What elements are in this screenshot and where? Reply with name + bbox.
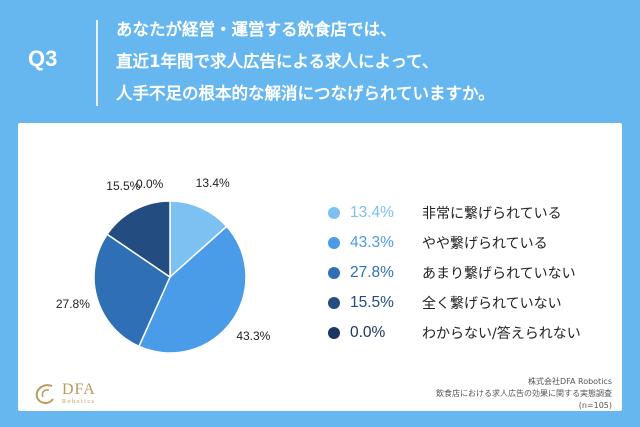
logo-subtext: Robotics	[62, 399, 96, 405]
source-sample-size: (n=105)	[578, 401, 612, 410]
legend-swatch	[328, 327, 340, 339]
legend-value: 13.4%	[350, 204, 394, 221]
legend-value: 43.3%	[350, 234, 394, 251]
pie-slice	[137, 225, 247, 354]
legend-swatch	[328, 237, 340, 249]
pie-slice	[106, 200, 171, 279]
pie-slice-label: 27.8%	[55, 296, 90, 311]
legend-item: 15.5% 全く繋げられていない	[328, 288, 581, 318]
legend-item: 13.4% 非常に繋げられている	[328, 198, 581, 228]
legend-value: 27.8%	[350, 264, 394, 281]
legend-swatch	[328, 297, 340, 309]
source-company: 株式会社DFA Robotics	[527, 377, 612, 386]
legend-label: 非常に繋げられている	[422, 206, 562, 222]
legend-label: やや繋げられている	[422, 236, 548, 252]
header-divider	[96, 20, 98, 106]
company-logo: DFA Robotics	[32, 381, 96, 407]
legend-item: 0.0% わからない/答えられない	[328, 318, 581, 348]
legend-label: あまり繋げられていない	[422, 266, 576, 282]
legend-swatch	[328, 207, 340, 219]
source-survey: 飲食店における求人広告の効果に関する実態調査	[436, 389, 612, 398]
legend-value: 0.0%	[350, 324, 386, 341]
question-text: あなたが経営・運営する飲食店では、 直近1年間で求人広告による求人によって、 人…	[116, 14, 626, 110]
legend-swatch	[328, 267, 340, 279]
question-line-1: あなたが経営・運営する飲食店では、	[116, 20, 397, 39]
pie-slice-label: 43.3%	[236, 329, 271, 344]
question-line-3: 人手不足の根本的な解消につなげられていますか。	[116, 84, 495, 103]
logo-swirl-icon	[35, 384, 54, 404]
legend-label: わからない/答えられない	[422, 326, 581, 342]
source-note: 株式会社DFA Robotics 飲食店における求人広告の効果に関する実態調査 …	[436, 376, 612, 412]
legend-value: 15.5%	[350, 294, 394, 311]
logo-text: DFA	[62, 381, 96, 398]
legend-item: 27.8% あまり繋げられていない	[328, 258, 581, 288]
question-line-2: 直近1年間で求人広告による求人によって、	[116, 52, 439, 71]
pie-slice	[93, 233, 171, 348]
pie-slice-label: 0.0%	[136, 177, 164, 191]
pie-slice	[169, 200, 228, 279]
pie-chart	[93, 200, 247, 354]
legend-item: 43.3% やや繋げられている	[328, 228, 581, 258]
pie-slice-label: 15.5%	[106, 178, 141, 193]
pie-slice-label: 13.4%	[195, 175, 230, 190]
chart-legend: 13.4% 非常に繋げられている 43.3% やや繋げられている 27.8% あ…	[328, 198, 581, 348]
question-number: Q3	[28, 46, 58, 71]
legend-label: 全く繋げられていない	[422, 296, 562, 312]
chart-panel: 13.4% 43.3% 27.8% 15.5% 0.0% 13.4% 非常に繋げられてい…	[18, 123, 622, 411]
